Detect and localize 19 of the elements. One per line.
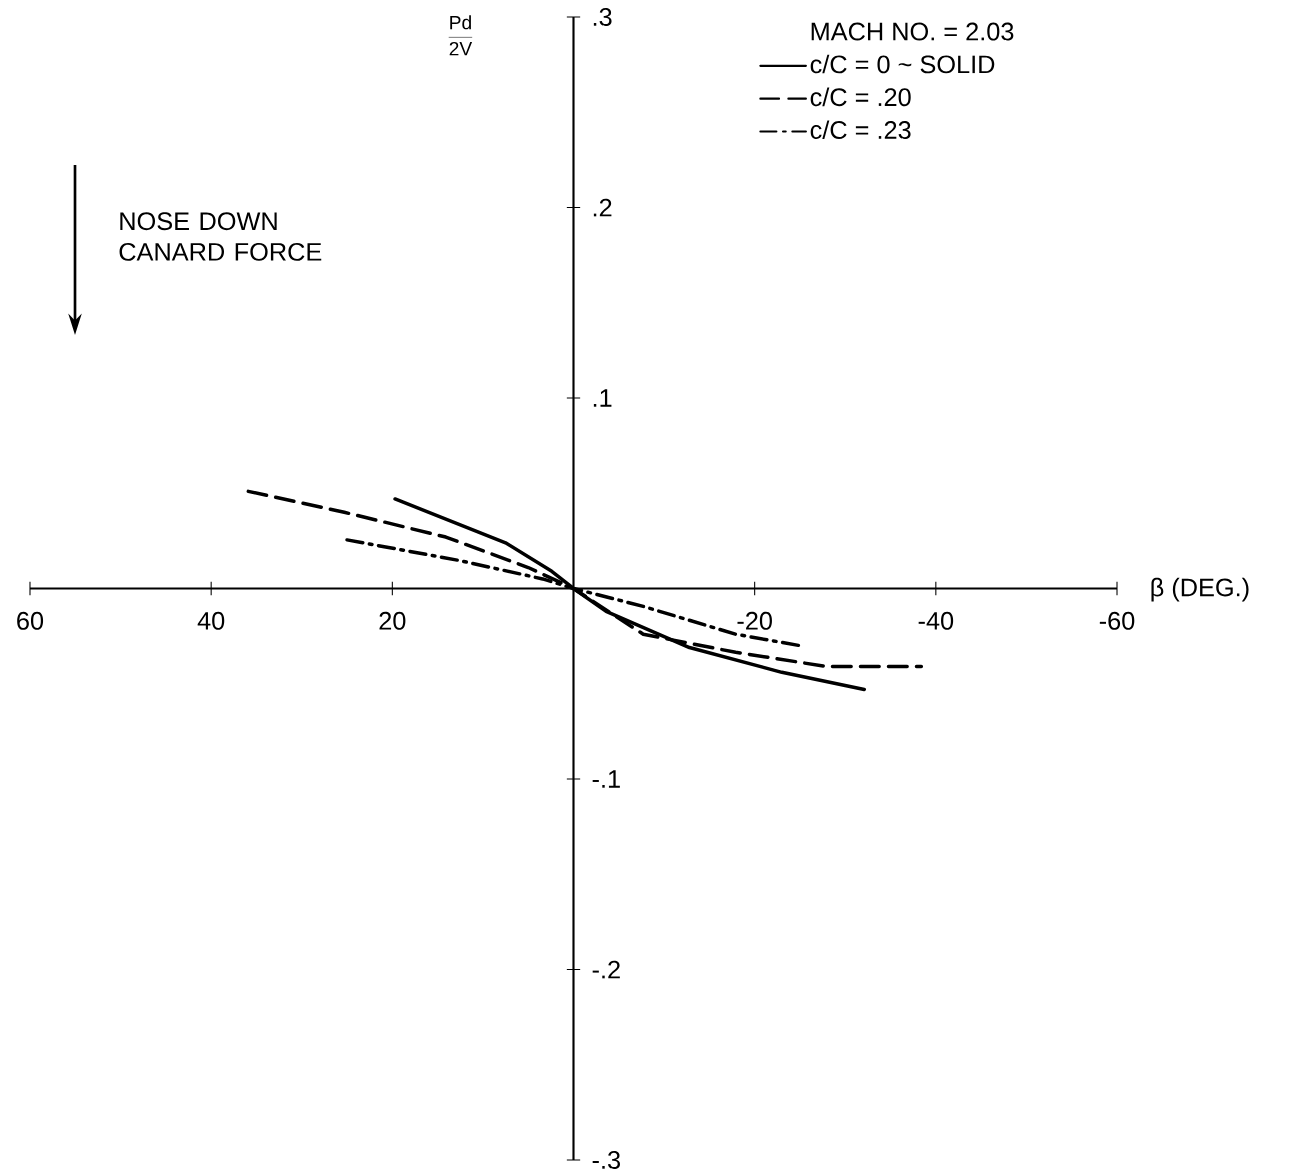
x-tick-label: 40 [197,611,225,630]
y-tick-label: -.2 [592,960,620,979]
y-tick-label: .1 [593,389,612,407]
x-tick-label: -60 [1099,611,1135,630]
legend-label: c/C = .23 [810,120,911,139]
y-axis-title: $\frac{\mathrm{Pd}}{\mathrm{2V}}$ [448,15,473,56]
y-tick-label: .2 [593,198,612,217]
annotation: NOSE DOWN CANARD FORCE [119,212,322,261]
x-tick-label: 60 [17,611,44,630]
legend-label: c/C = 0 ~ SOLID [810,54,995,74]
legend-title: MACH NO. = 2.03 [811,22,1014,41]
x-tick-label: -20 [737,611,772,630]
x-axis-title: β (DEG.) [1151,577,1249,602]
y-tick-label: .3 [593,8,612,26]
y-tick-label: -.1 [592,770,620,788]
legend-label: c/C = .20 [810,87,911,107]
x-tick-label: 20 [379,611,406,630]
x-tick-label: -40 [918,611,954,630]
y-tick-label: -.3 [592,1151,620,1169]
